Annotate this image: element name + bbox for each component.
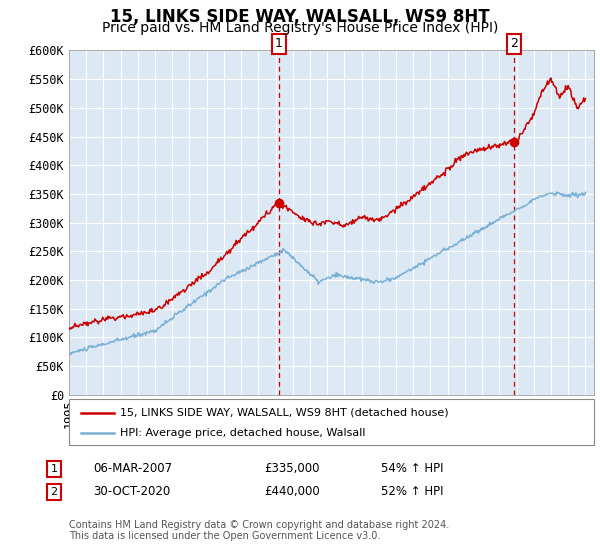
Text: 1: 1 xyxy=(50,464,58,474)
Text: 54% ↑ HPI: 54% ↑ HPI xyxy=(381,462,443,475)
Text: £440,000: £440,000 xyxy=(264,485,320,498)
Text: Price paid vs. HM Land Registry's House Price Index (HPI): Price paid vs. HM Land Registry's House … xyxy=(102,21,498,35)
Text: 2: 2 xyxy=(50,487,58,497)
Text: Contains HM Land Registry data © Crown copyright and database right 2024.
This d: Contains HM Land Registry data © Crown c… xyxy=(69,520,449,542)
Text: 1: 1 xyxy=(275,38,283,50)
Text: 2: 2 xyxy=(509,38,518,50)
Text: 15, LINKS SIDE WAY, WALSALL, WS9 8HT (detached house): 15, LINKS SIDE WAY, WALSALL, WS9 8HT (de… xyxy=(120,408,449,418)
Text: HPI: Average price, detached house, Walsall: HPI: Average price, detached house, Wals… xyxy=(120,428,365,438)
Text: 15, LINKS SIDE WAY, WALSALL, WS9 8HT: 15, LINKS SIDE WAY, WALSALL, WS9 8HT xyxy=(110,8,490,26)
Text: 30-OCT-2020: 30-OCT-2020 xyxy=(93,485,170,498)
Text: 52% ↑ HPI: 52% ↑ HPI xyxy=(381,485,443,498)
Text: £335,000: £335,000 xyxy=(264,462,320,475)
Text: 06-MAR-2007: 06-MAR-2007 xyxy=(93,462,172,475)
